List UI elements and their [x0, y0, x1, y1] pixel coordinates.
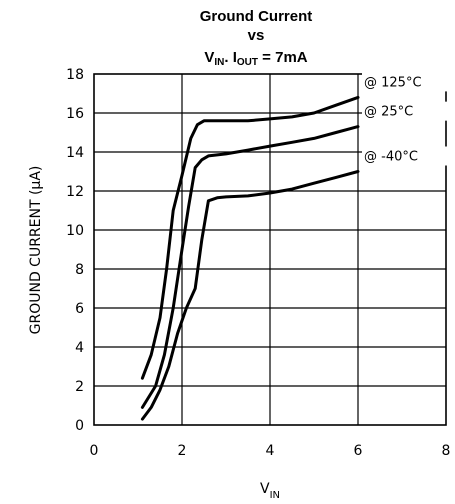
grid [94, 74, 446, 425]
title-iout: . I [224, 49, 237, 66]
y-tick-label-0: 0 [75, 418, 84, 434]
y-tick-label-8: 8 [75, 262, 84, 278]
x-tick-label-8: 8 [442, 443, 451, 459]
x-axis-label-main: V [260, 481, 270, 497]
x-axis-label-sub: IN [270, 490, 280, 501]
title-iout-value: = 7mA [258, 49, 308, 66]
annotation-125-c: @ 125°C [362, 72, 448, 92]
y-tick-label-6: 6 [75, 301, 84, 317]
annotation-text-25-c: @ 25°C [364, 105, 413, 120]
annotation-25-c: @ 25°C [362, 101, 448, 121]
title-vin: V [204, 49, 214, 66]
title-vin-sub: IN [214, 57, 224, 68]
series-annotations: @ 125°C @ 25°C @ -40°C [362, 72, 448, 166]
annotation-bg-40-c [362, 146, 448, 166]
x-tick-label-6: 6 [354, 443, 363, 459]
annotation-40-c: @ -40°C [362, 146, 448, 166]
annotation-bg-125-c [362, 72, 448, 92]
series-line-40-c [140, 170, 360, 421]
y-tick-labels: 0 2 4 6 8 10 12 14 16 18 [66, 67, 84, 434]
y-axis-label: GROUND CURRENT (μA) [28, 166, 44, 335]
series-group [140, 95, 360, 421]
y-tick-label-12: 12 [66, 184, 84, 200]
y-tick-label-10: 10 [66, 223, 84, 239]
chart-title-line-2: vs [248, 27, 265, 44]
y-tick-label-4: 4 [75, 340, 84, 356]
annotation-text-125-c: @ 125°C [364, 75, 422, 90]
annotation-text-40-c: @ -40°C [364, 150, 418, 165]
x-tick-label-4: 4 [266, 443, 275, 459]
x-axis-label: VIN [260, 481, 280, 501]
title-iout-sub: OUT [237, 57, 258, 68]
x-tick-labels: 0 2 4 6 8 [90, 443, 451, 459]
plot-frame [93, 73, 447, 426]
annotation-bg-25-c [362, 101, 448, 121]
y-tick-label-16: 16 [66, 106, 84, 122]
chart-title-line-1: Ground Current [200, 8, 313, 25]
series-line-25-c [140, 125, 360, 409]
y-tick-label-18: 18 [66, 67, 84, 83]
x-tick-label-2: 2 [178, 443, 187, 459]
x-tick-label-0: 0 [90, 443, 99, 459]
y-tick-label-14: 14 [66, 145, 84, 161]
series-line-125-c [140, 95, 360, 380]
y-tick-label-2: 2 [75, 379, 84, 395]
chart-title-line-3: VIN. IOUT = 7mA [204, 49, 307, 68]
